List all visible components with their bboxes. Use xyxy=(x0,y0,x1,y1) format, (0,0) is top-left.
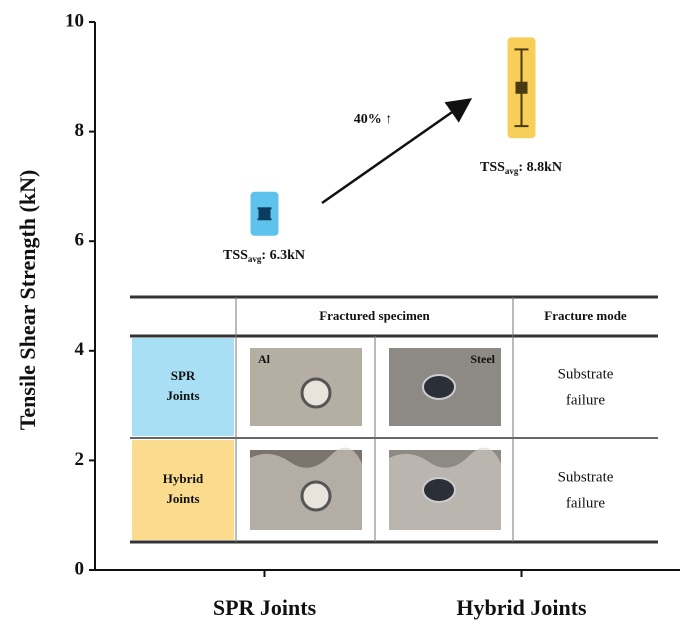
average-label: TSSavg: 8.8kN xyxy=(480,160,562,176)
increase-arrow xyxy=(322,101,468,203)
y-tick-label: 4 xyxy=(75,339,85,360)
marker xyxy=(516,82,528,94)
label-sub: avg xyxy=(505,166,519,176)
y-tick-label: 8 xyxy=(75,120,85,141)
label-rest: : 8.8kN xyxy=(518,160,562,175)
fracture-mode: failure xyxy=(566,495,605,511)
table-header: Fracture mode xyxy=(544,308,627,323)
marker xyxy=(259,208,271,220)
row-label: Joints xyxy=(166,388,199,403)
rivet xyxy=(302,482,330,510)
y-tick-label: 10 xyxy=(65,10,84,31)
fracture xyxy=(423,375,455,399)
label-main: TSS xyxy=(480,160,505,175)
fracture xyxy=(423,478,455,502)
row-label: SPR xyxy=(171,368,196,383)
table-header: Fractured specimen xyxy=(319,308,430,323)
average-label: TSSavg: 6.3kN xyxy=(223,248,305,264)
y-tick-label: 0 xyxy=(75,558,85,579)
x-tick-label: Hybrid Joints xyxy=(456,595,587,620)
label-main: TSS xyxy=(223,248,248,263)
photo-label: Al xyxy=(258,352,271,366)
row-label: Joints xyxy=(166,491,199,506)
chart: Tensile Shear Strength (kN) 40% ↑ 0 2 4 6 8 1… xyxy=(0,0,686,629)
rivet xyxy=(302,379,330,407)
y-tick-label: 6 xyxy=(75,230,85,251)
fracture-mode: Substrate xyxy=(558,366,614,382)
row-label: Hybrid xyxy=(163,471,204,486)
y-axis-label: Tensile Shear Strength (kN) xyxy=(15,170,40,431)
label-rest: : 6.3kN xyxy=(261,248,305,263)
fracture-mode: failure xyxy=(566,392,605,408)
fracture-mode: Substrate xyxy=(558,469,614,485)
x-tick-label: SPR Joints xyxy=(213,595,317,620)
y-tick-label: 2 xyxy=(75,449,85,470)
label-sub: avg xyxy=(248,254,262,264)
increase-label: 40% ↑ xyxy=(354,112,393,127)
photo-label: Steel xyxy=(470,352,495,366)
